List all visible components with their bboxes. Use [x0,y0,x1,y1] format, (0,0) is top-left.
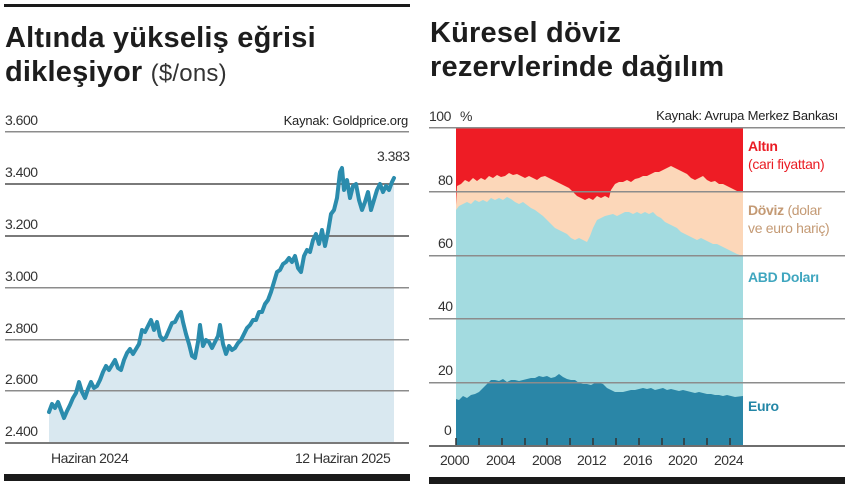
y-tick-40: 40 [438,298,453,314]
reserves-chart-title: Küresel döviz rezervlerinde dağılım [430,16,724,84]
legend-fx-label: Döviz [748,202,784,218]
y-tick-80: 80 [438,172,453,188]
grid-100 [429,127,845,129]
x-start-label: Haziran 2024 [51,450,129,466]
y-tick-100: 100 [429,108,451,124]
y-tick-2400: 2.400 [5,423,38,439]
grid-2600 [5,390,409,392]
bottom-rule [4,474,410,481]
title-line-2: dikleşiyor [5,56,143,88]
y-tick-2800: 2.800 [5,320,38,336]
legend-usd-label: ABD Doları [748,269,819,285]
gold-line-chart [5,131,409,444]
grid-40 [429,318,845,320]
euro-layer [456,374,743,445]
legend-gold-label: Altın [748,138,778,154]
reserves-source: Kaynak: Avrupa Merkez Bankası [656,108,838,123]
y-tick-3000: 3.000 [5,268,38,284]
x-tick-2004: 2004 [486,452,516,468]
x-tick-2016: 2016 [623,452,653,468]
y-unit-label: % [460,108,472,124]
gold-area-fill [49,168,394,443]
grid-80 [429,191,845,193]
unit-label: ($/ons) [150,60,227,87]
grid-3200 [5,235,409,237]
x-tick-2008: 2008 [532,452,562,468]
grid-3400 [5,183,409,185]
legend-fx: Döviz (dolar ve euro hariç) [748,201,830,237]
gold-price-panel: Altında yükseliş eğrisi dikleşiyor ($/on… [0,0,420,489]
y-tick-3400: 3.400 [5,164,38,180]
legend-gold-sub: (cari fiyattan) [748,156,825,172]
reserves-panel: Küresel döviz rezervlerinde dağılım 100 … [425,0,850,489]
x-tick-2024: 2024 [714,452,744,468]
top-rule [4,4,410,7]
legend-euro-label: Euro [748,398,779,414]
y-tick-2600: 2.600 [5,371,38,387]
x-axis-ticks [455,438,731,445]
title-line-2: rezervlerinde dağılım [430,51,725,83]
y-tick-3600: 3.600 [5,112,38,128]
x-tick-2000: 2000 [440,452,470,468]
legend-euro: Euro [748,397,779,415]
gold-chart-title: Altında yükseliş eğrisi dikleşiyor ($/on… [5,21,316,91]
x-tick-2012: 2012 [577,452,607,468]
last-value-label: 3.383 [377,148,410,164]
y-tick-0: 0 [444,422,452,438]
gold-price-line [47,166,396,420]
legend-fx-sub-b: ve euro hariç) [748,220,830,236]
y-tick-3200: 3.200 [5,216,38,232]
reserves-stacked-area-chart [429,127,845,447]
legend-gold: Altın (cari fiyattan) [748,137,825,173]
bottom-rule [429,477,845,484]
legend-fx-sub-a: (dolar [787,202,822,218]
x-tick-2020: 2020 [668,452,698,468]
grid-20 [429,382,845,384]
legend-usd: ABD Doları [748,268,819,286]
grid-2400 [5,442,409,444]
title-line-1: Altında yükseliş eğrisi [5,22,316,54]
grid-3600 [5,131,409,133]
gold-source: Kaynak: Goldprice.org [283,113,409,128]
y-tick-20: 20 [438,362,453,378]
title-line-1: Küresel döviz [430,17,622,49]
grid-3000 [5,287,409,289]
x-end-label: 12 Haziran 2025 [295,450,391,466]
y-tick-60: 60 [438,235,453,251]
grid-0 [429,445,845,447]
grid-60 [429,255,845,257]
